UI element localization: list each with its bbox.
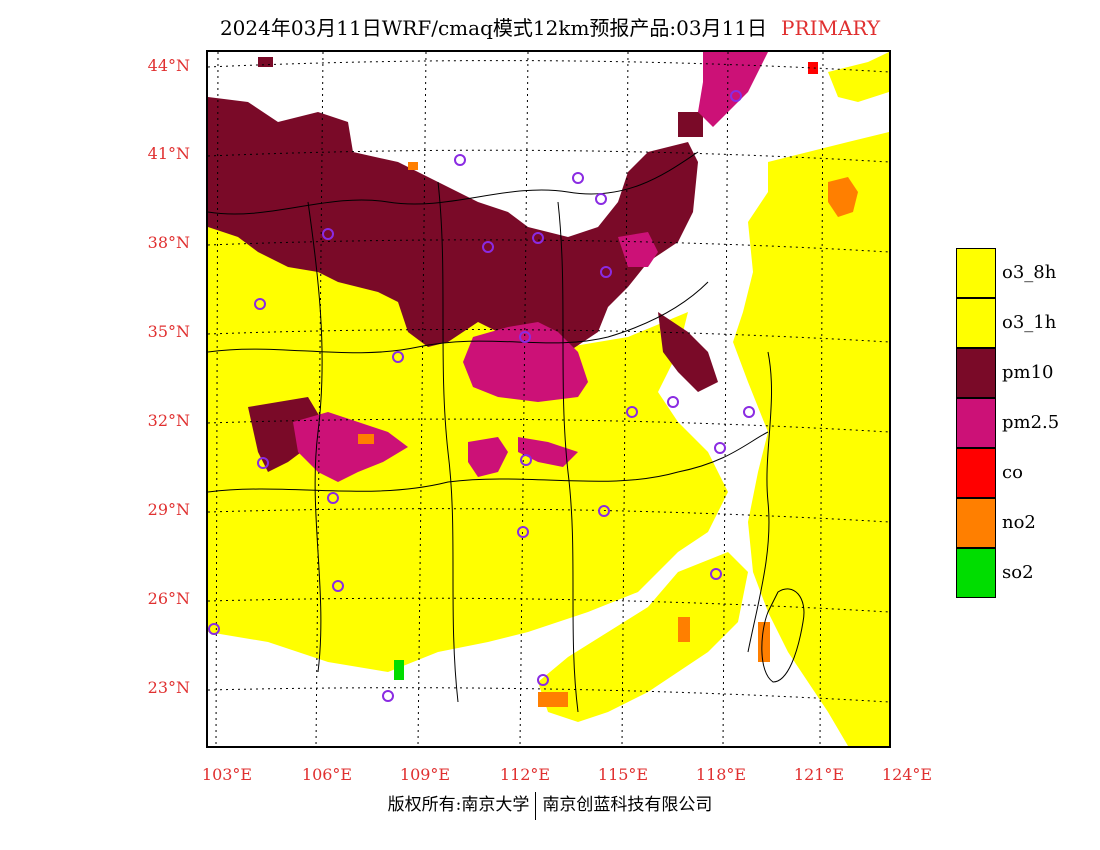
lat-label-29: 29°N: [147, 500, 190, 519]
legend-label: pm2.5: [1002, 412, 1060, 433]
legend-swatch: [956, 548, 996, 598]
title-text: 2024年03月11日WRF/cmaq模式12km预报产品:03月11日: [219, 16, 768, 40]
pm10-region: [208, 57, 718, 472]
legend-label: o3_8h: [1002, 262, 1057, 283]
lat-label-35: 35°N: [147, 322, 190, 341]
lat-label-44: 44°N: [147, 56, 190, 75]
lat-label-32: 32°N: [147, 411, 190, 430]
lat-label-38: 38°N: [147, 233, 190, 252]
boundaries: [208, 151, 805, 713]
legend-swatch: [956, 298, 996, 348]
pm25-region: [293, 52, 768, 482]
copyright-footer: 版权所有:南京大学 南京创蓝科技有限公司: [0, 790, 1100, 820]
lat-label-23: 23°N: [147, 678, 190, 697]
lat-label-41: 41°N: [147, 144, 190, 163]
pollutant-map: [208, 52, 889, 746]
so2-region: [394, 660, 404, 680]
legend-swatch: [956, 248, 996, 298]
lon-label-106: 106°E: [301, 765, 353, 784]
lon-label-118: 118°E: [695, 765, 747, 784]
graticule: [208, 52, 889, 746]
page-title: 2024年03月11日WRF/cmaq模式12km预报产品:03月11日 PRIM…: [0, 12, 1100, 41]
legend-label: so2: [1002, 562, 1034, 583]
lon-label-103: 103°E: [201, 765, 253, 784]
legend-label: pm10: [1002, 362, 1054, 383]
stations: [208, 90, 755, 702]
legend-swatch: [956, 498, 996, 548]
lon-label-109: 109°E: [399, 765, 451, 784]
copyright-left: 版权所有:南京大学: [387, 795, 530, 815]
lon-label-121: 121°E: [793, 765, 845, 784]
legend-swatch: [956, 448, 996, 498]
legend-swatch: [956, 398, 996, 448]
co-region: [808, 62, 818, 74]
footer-separator: [535, 791, 537, 820]
lon-label-115: 115°E: [597, 765, 649, 784]
lat-label-26: 26°N: [147, 589, 190, 608]
lon-label-112: 112°E: [499, 765, 551, 784]
copyright-right: 南京创蓝科技有限公司: [542, 795, 713, 815]
map-panel: [206, 50, 891, 748]
lon-label-124: 124°E: [881, 765, 933, 784]
primary-label: PRIMARY: [781, 16, 881, 40]
legend-swatch: [956, 348, 996, 398]
no2-region: [358, 162, 858, 707]
legend-label: o3_1h: [1002, 312, 1057, 333]
legend-label: co: [1002, 462, 1023, 483]
legend-label: no2: [1002, 512, 1036, 533]
